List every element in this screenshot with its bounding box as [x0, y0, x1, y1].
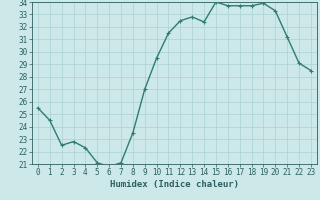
- X-axis label: Humidex (Indice chaleur): Humidex (Indice chaleur): [110, 180, 239, 189]
